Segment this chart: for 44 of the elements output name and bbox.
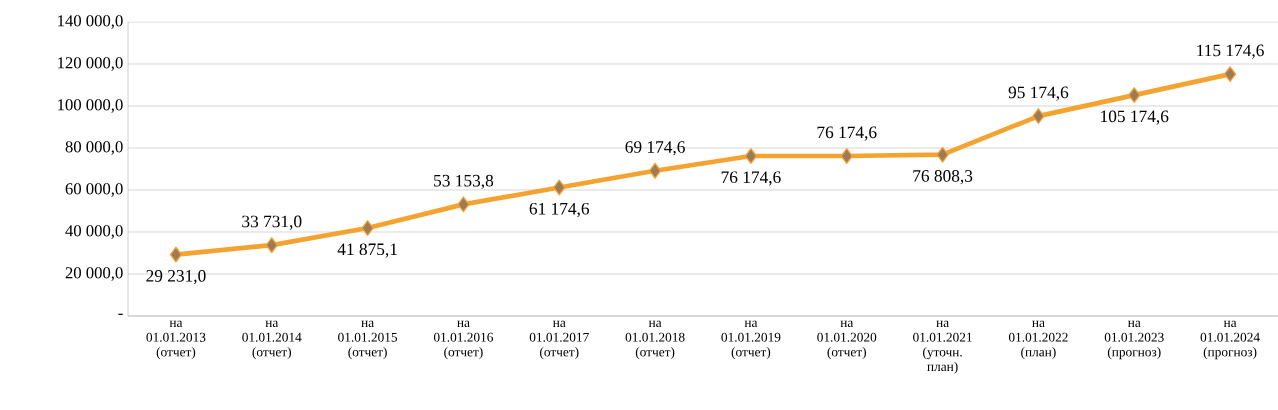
x-tick-label: на 01.01.2018 (отчет)	[625, 320, 685, 360]
point	[361, 220, 374, 237]
y-tick-label: 40 000,0	[65, 225, 123, 239]
x-tick-label: на 01.01.2016 (отчет)	[433, 320, 494, 360]
text: 53 153,8	[434, 174, 494, 189]
point	[744, 148, 758, 165]
text: 95 174,6	[1008, 86, 1069, 101]
y-tick-label: 20 000,0	[65, 267, 123, 281]
point	[1223, 66, 1237, 83]
text: 29 231,0	[146, 269, 206, 285]
x-tick-label: на 01.01.2023 (прогноз)	[1104, 320, 1164, 360]
x-tick-label: на 01.01.2019 (отчет)	[721, 320, 781, 360]
y-tick-label: 140 000,0	[58, 15, 123, 29]
text: 76 174,6	[817, 126, 877, 141]
text: 105 174,6	[1101, 110, 1169, 125]
y-tick-label: -	[118, 313, 123, 315]
text: 33 731,0	[242, 215, 302, 230]
y-tick-label: 100 000,0	[58, 99, 123, 113]
y-tick-label: 80 000,0	[65, 141, 123, 155]
point	[1032, 108, 1045, 125]
text: 69 174,6	[625, 141, 685, 156]
x-tick-label: на 01.01.2020 (отчет)	[817, 320, 877, 360]
point	[553, 179, 566, 196]
text: 115 174,6	[1197, 44, 1264, 59]
text: 76 174,6	[721, 171, 781, 186]
point	[457, 196, 470, 213]
text: 61 174,6	[529, 202, 590, 218]
point	[265, 237, 278, 254]
x-tick-label: на 01.01.2022 (план)	[1008, 320, 1068, 360]
x-tick-label: на 01.01.2013 (отчет)	[146, 320, 206, 360]
y-tick-label: 60 000,0	[65, 183, 123, 197]
x-tick-label: на 01.01.2014 (отчет)	[242, 320, 302, 360]
text: 76 808,3	[913, 170, 973, 185]
x-tick-label: на 01.01.2017 (отчет)	[529, 320, 589, 360]
point	[169, 246, 183, 263]
x-tick-label: на 01.01.2015 (отчет)	[338, 320, 398, 360]
point	[1128, 87, 1141, 104]
point	[936, 146, 949, 163]
x-tick-label: на 01.01.2024 (прогноз)	[1200, 320, 1260, 360]
point	[840, 148, 853, 165]
text: 41 875,1	[337, 243, 397, 258]
y-tick-label: 120 000,0	[58, 57, 123, 71]
point	[648, 162, 662, 179]
x-tick-label: на 01.01.2021 (уточн. план)	[913, 320, 972, 374]
